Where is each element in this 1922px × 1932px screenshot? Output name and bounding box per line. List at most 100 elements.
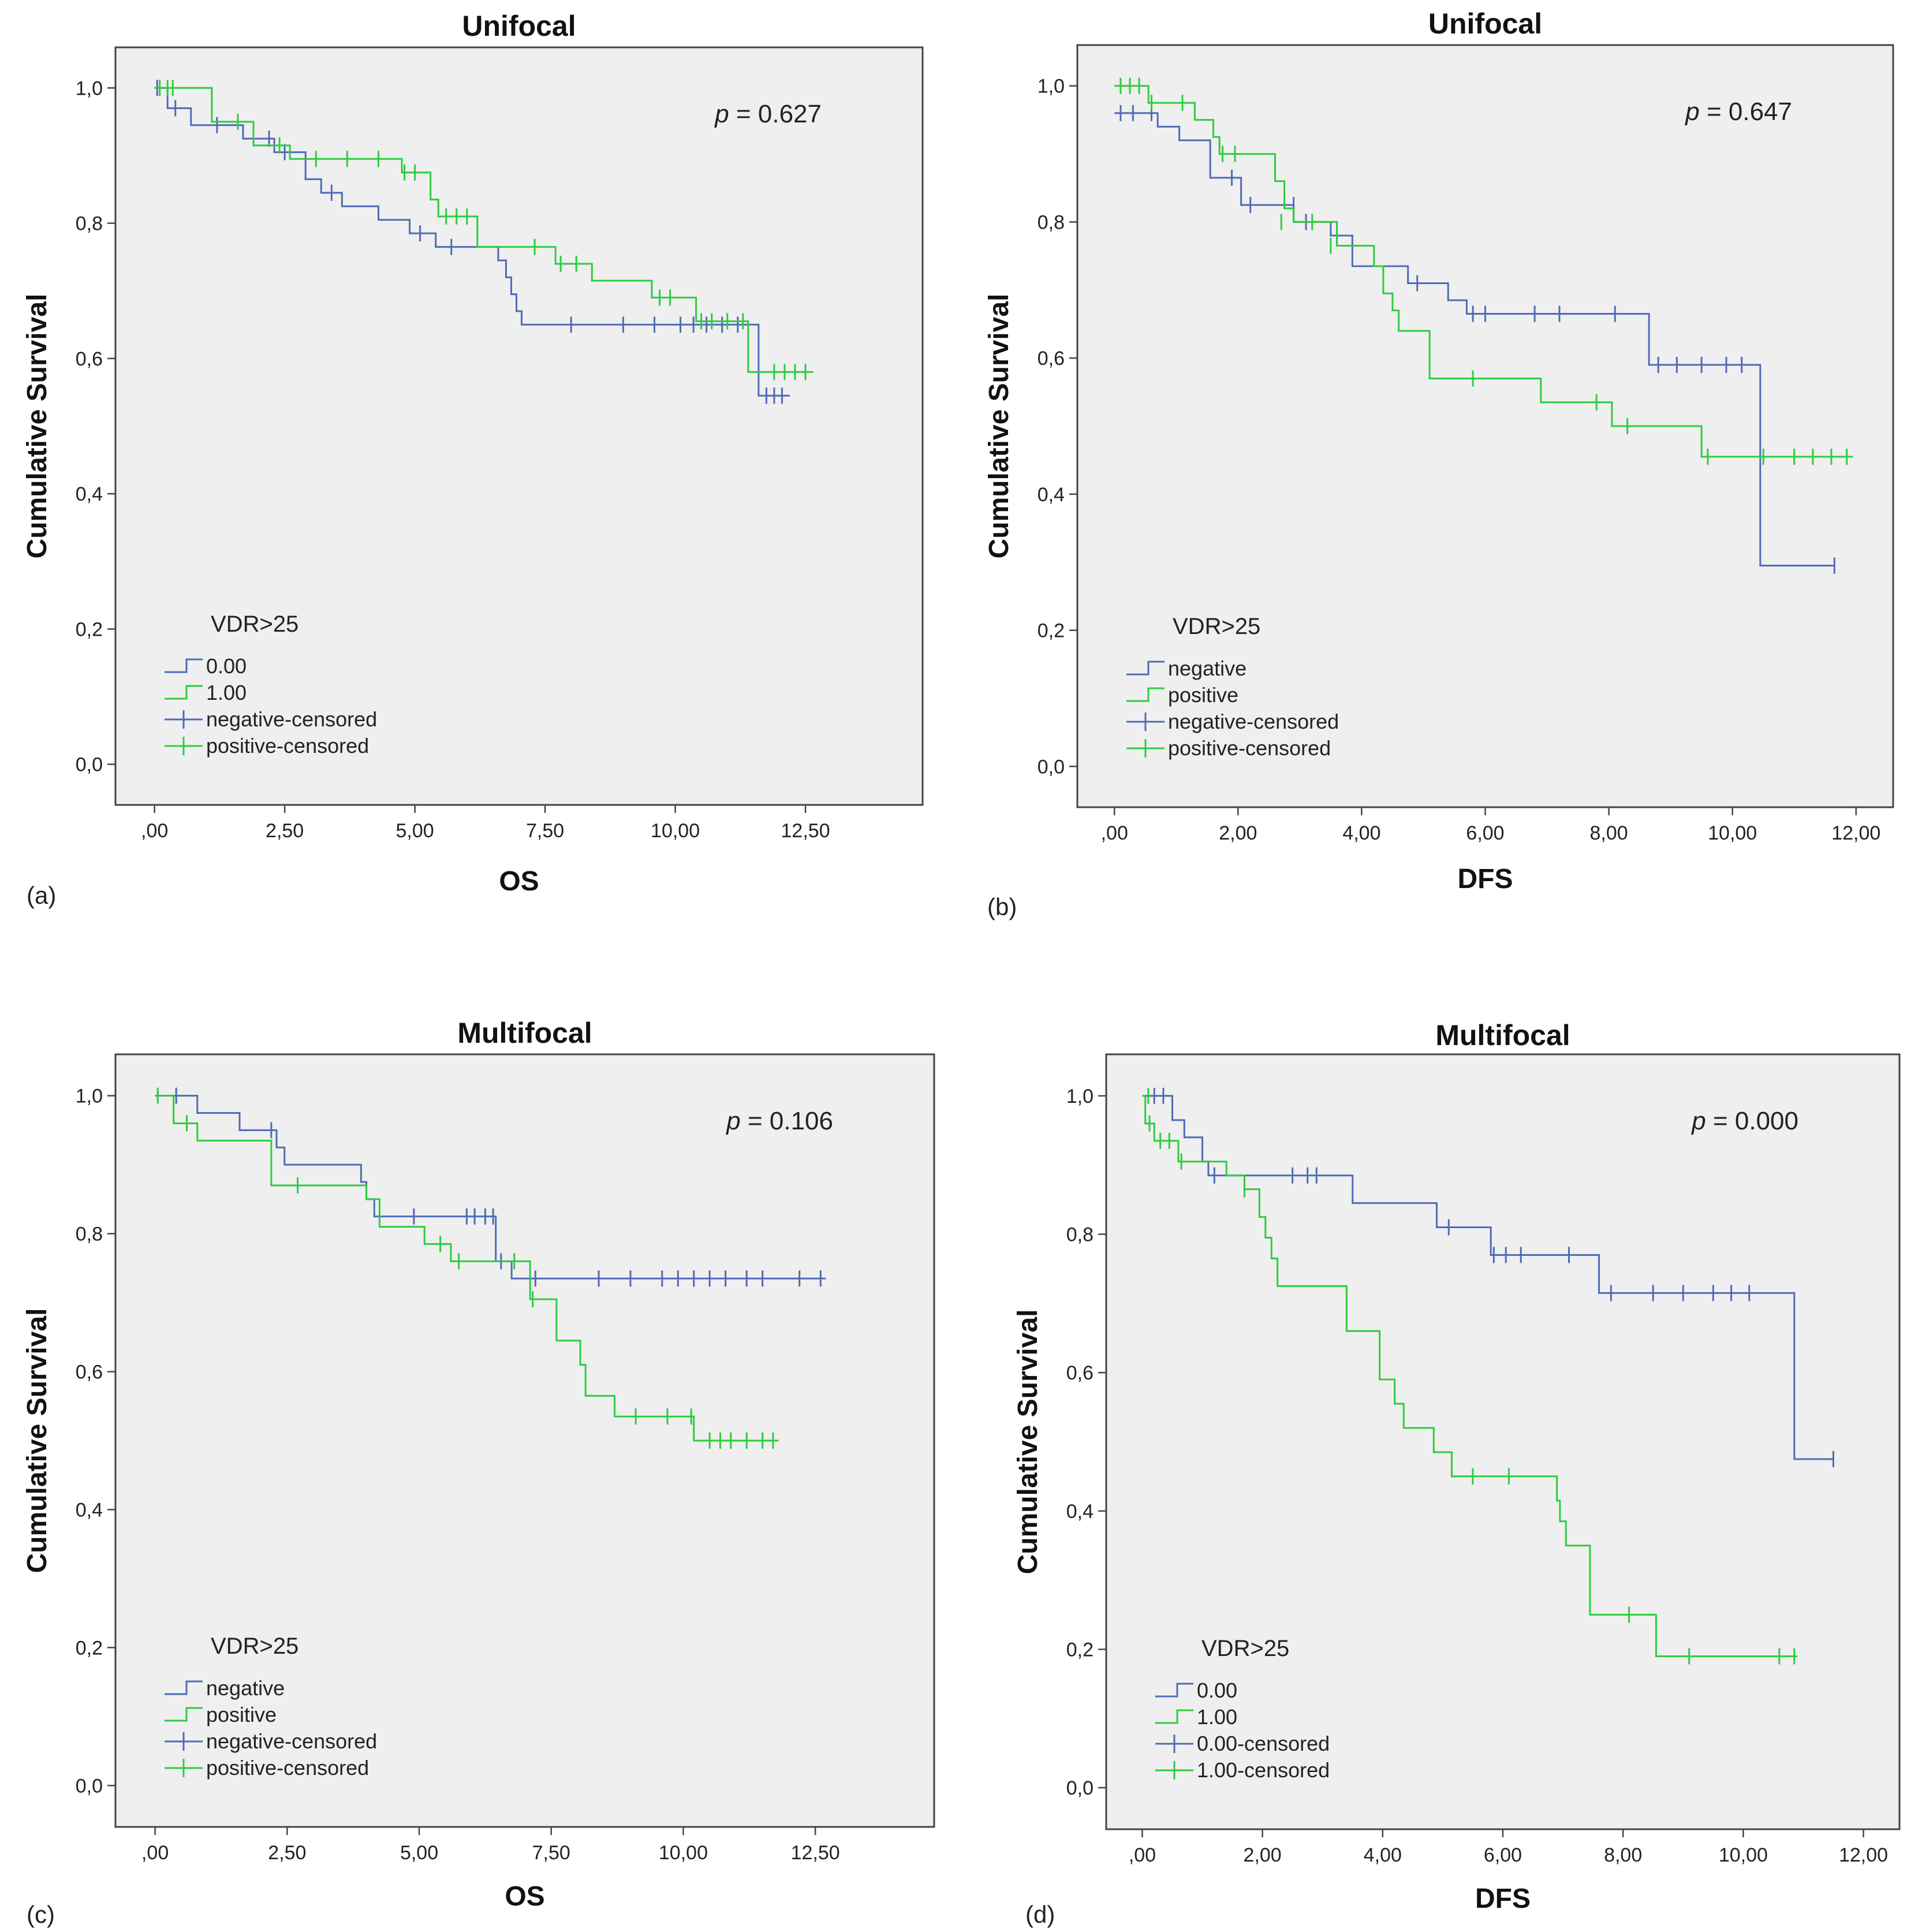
chart-title: Multifocal [457,1017,592,1049]
survival-curve-0.00 [154,87,790,397]
panel-label: (b) [987,893,1017,920]
y-tick-label: 0,8 [76,1224,103,1245]
y-axis-label: Cumulative Survival [984,294,1014,559]
y-tick-label: 0,2 [1066,1639,1094,1661]
x-tick-label: 10,00 [1719,1844,1768,1866]
x-tick-label: 7,50 [526,820,564,842]
legend-entry: negative [1168,657,1246,680]
x-tick-label: 7,50 [532,1842,570,1864]
p-value: p = 0.106 [725,1107,833,1135]
legend-entry: 1.00-censored [1197,1758,1330,1782]
legend-entry: 0.00 [1197,1679,1237,1702]
x-tick-label: ,00 [1129,1844,1156,1866]
x-axis-label: OS [505,1881,544,1912]
p-value: p = 0.647 [1684,98,1792,126]
p-symbol: p [1684,98,1707,126]
survival-curve-negative [1114,112,1835,567]
survival-curve-1.00 [1142,1095,1798,1657]
y-tick-label: 0,0 [1037,756,1065,778]
legend-entry: 0.00 [206,654,247,678]
p-value: p = 0.627 [714,100,822,128]
p-value-number: = 0.627 [736,100,822,128]
chart-panel-3: 0,0 0,2 0,4 0,6 0,8 1,0 ,00 2,50 5,00 7,50 10,00 12… [22,1017,935,1928]
y-tick-label: 0,8 [1037,211,1065,233]
panel-label: (a) [27,882,56,909]
panels: 0,0 0,2 0,4 0,6 0,8 1,0 ,00 2,50 5,00 7,50 10,00 12… [22,8,1901,1928]
x-tick-label: 2,50 [268,1842,306,1864]
x-tick-label: 8,00 [1604,1844,1642,1866]
chart-title: Unifocal [462,10,576,42]
chart-title: Multifocal [1435,1019,1570,1051]
legend-entry: positive [206,1703,277,1726]
y-tick-label: 0,0 [76,1775,103,1797]
legend-entry: 1.00 [1197,1705,1237,1729]
x-axis-label: DFS [1458,864,1513,894]
x-tick-label: 6,00 [1466,822,1504,844]
y-tick-label: 0,6 [1066,1362,1094,1384]
y-tick-label: 0,4 [76,483,103,505]
y-tick-label: 0,0 [1066,1777,1094,1799]
p-value-number: = 0.106 [748,1107,833,1135]
legend-swatch [165,1707,203,1722]
x-tick-label: 5,00 [396,820,434,842]
y-axis-label: Cumulative Survival [1013,1310,1043,1575]
survival-curve-negative [155,1095,826,1280]
legend-swatch [1126,661,1165,676]
survival-curve-1.00 [154,87,813,373]
x-tick-label: ,00 [141,1842,169,1864]
x-tick-label: 5,00 [400,1842,438,1864]
y-tick-label: 0,2 [76,618,103,640]
x-axis-label: DFS [1475,1883,1531,1914]
legend-entry: negative [206,1676,285,1700]
plot-area [114,46,924,806]
y-tick-label: 1,0 [1037,76,1065,98]
y-tick-label: 0,6 [76,348,103,370]
x-tick-label: 12,00 [1831,822,1880,844]
legend-swatch [165,1680,203,1695]
p-value-number: = 0.000 [1713,1107,1798,1135]
legend-title: VDR>25 [1201,1636,1289,1661]
x-tick-label: ,00 [141,820,168,842]
legend-swatch [165,658,203,673]
y-tick-label: 0,4 [1037,484,1065,506]
chart-panel-1: 0,0 0,2 0,4 0,6 0,8 1,0 ,00 2,50 5,00 7,50 10,00 12… [22,10,924,909]
y-tick-label: 1,0 [76,77,103,99]
x-tick-label: 6,00 [1484,1844,1522,1866]
legend-entry: positive-censored [206,734,369,758]
y-tick-label: 0,8 [76,213,103,235]
legend-title: VDR>25 [1173,614,1260,639]
x-axis-label: OS [499,866,539,897]
legend-entry: negative-censored [206,1729,377,1753]
legend-swatch [1126,687,1165,702]
x-tick-label: 10,00 [651,820,700,842]
x-tick-label: 2,00 [1244,1844,1282,1866]
legend-entry: positive-censored [206,1756,369,1780]
y-tick-label: 0,2 [1037,620,1065,642]
y-tick-label: 1,0 [1066,1086,1094,1107]
y-tick-label: 0,0 [76,754,103,776]
legend-swatch [1155,1683,1193,1698]
survival-curve-positive [1114,85,1853,458]
plot-area [1076,44,1894,808]
panel-label: (c) [27,1901,55,1928]
y-tick-label: 0,4 [1066,1501,1094,1523]
plot-area [114,1053,935,1828]
chart-panel-2: 0,0 0,2 0,4 0,6 0,8 1,0 ,00 2,00 4,00 6,00 8,00 10,… [984,8,1894,920]
x-tick-label: 12,50 [791,1842,840,1864]
legend-swatch [1155,1709,1193,1724]
x-tick-label: ,00 [1101,822,1128,844]
x-tick-label: 2,50 [266,820,304,842]
legend-title: VDR>25 [211,1633,298,1659]
y-axis-label: Cumulative Survival [22,1308,53,1573]
legend-entry: negative-censored [1168,710,1339,733]
p-symbol: p [1690,1107,1713,1135]
y-axis-label: Cumulative Survival [22,294,53,559]
y-tick-label: 1,0 [76,1086,103,1107]
y-tick-label: 0,8 [1066,1224,1094,1246]
p-value-number: = 0.647 [1707,98,1792,126]
legend-swatch [165,685,203,700]
legend-entry: 0.00-censored [1197,1732,1330,1755]
p-symbol: p [714,100,736,128]
x-tick-label: 12,50 [781,820,830,842]
